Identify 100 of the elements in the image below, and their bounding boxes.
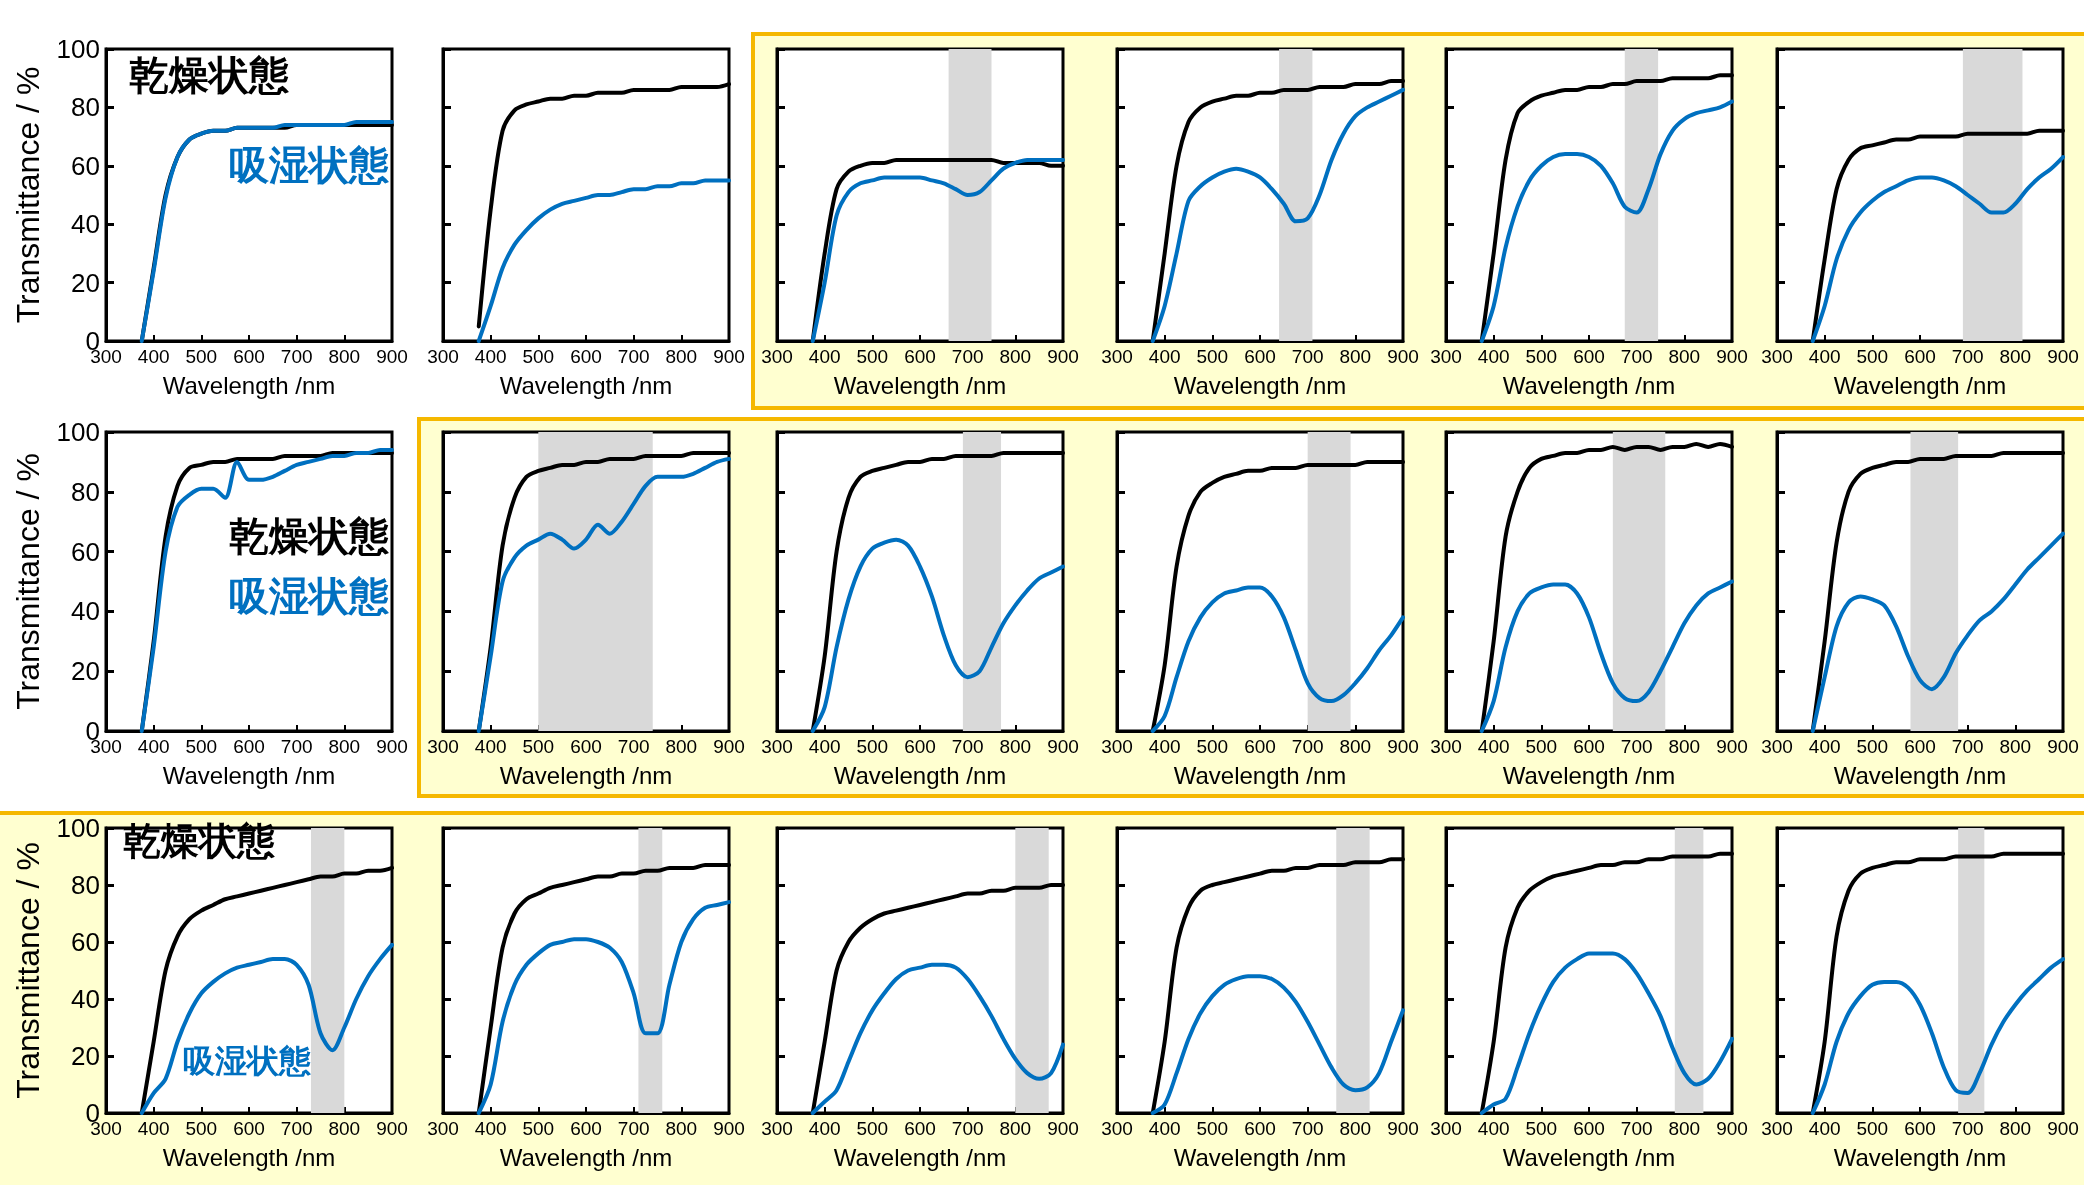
x-tick-label: 800 bbox=[1668, 1118, 1701, 1139]
x-tick-label: 500 bbox=[1525, 346, 1558, 367]
x-tick-label: 900 bbox=[1047, 346, 1079, 367]
x-tick-label: 500 bbox=[856, 1118, 889, 1139]
x-tick-label: 900 bbox=[1716, 346, 1748, 367]
x-tick-label: 700 bbox=[617, 736, 650, 757]
x-tick-label: 300 bbox=[761, 736, 793, 757]
x-tick-label: 400 bbox=[1808, 346, 1841, 367]
y-tick-label: 20 bbox=[71, 656, 100, 687]
y-tick-label: 100 bbox=[56, 34, 100, 64]
x-tick-label: 900 bbox=[2047, 346, 2079, 367]
x-tick-label: 900 bbox=[1047, 736, 1079, 757]
x-tick-label: 600 bbox=[1244, 1118, 1276, 1139]
x-axis-title: Wavelength /nm bbox=[1502, 371, 1676, 399]
x-tick-label: 600 bbox=[570, 1118, 602, 1139]
x-tick-label: 600 bbox=[1904, 346, 1936, 367]
x-tick-label: 400 bbox=[137, 736, 170, 757]
x-tick-label: 300 bbox=[1101, 1118, 1133, 1139]
y-axis-title: Transmittance / % bbox=[10, 453, 46, 710]
x-axis-title: Wavelength /nm bbox=[1502, 1143, 1676, 1171]
x-tick-label: 500 bbox=[1856, 346, 1889, 367]
x-axis-title: Wavelength /nm bbox=[1173, 371, 1347, 399]
x-tick-label: 300 bbox=[1761, 1118, 1793, 1139]
x-tick-label: 600 bbox=[904, 346, 936, 367]
x-tick-label: 700 bbox=[951, 736, 984, 757]
x-tick-label: 400 bbox=[1148, 736, 1181, 757]
x-tick-label: 500 bbox=[1856, 736, 1889, 757]
x-tick-label: 600 bbox=[1573, 736, 1605, 757]
x-tick-label: 800 bbox=[1339, 1118, 1372, 1139]
x-axis-title: Wavelength /nm bbox=[833, 371, 1007, 399]
x-tick-label: 300 bbox=[427, 736, 459, 757]
x-tick-label: 300 bbox=[427, 346, 459, 367]
x-tick-label: 400 bbox=[808, 1118, 841, 1139]
x-tick-label: 500 bbox=[1525, 1118, 1558, 1139]
x-tick-label: 300 bbox=[1430, 346, 1462, 367]
x-tick-label: 900 bbox=[713, 736, 745, 757]
x-tick-label: 900 bbox=[376, 1118, 408, 1139]
x-tick-label: 700 bbox=[1291, 346, 1324, 367]
x-tick-label: 900 bbox=[376, 736, 408, 757]
x-tick-label: 900 bbox=[1047, 1118, 1079, 1139]
x-tick-label: 700 bbox=[951, 1118, 984, 1139]
y-tick-label: 60 bbox=[71, 536, 100, 567]
x-tick-label: 700 bbox=[617, 346, 650, 367]
x-tick-label: 400 bbox=[137, 1118, 170, 1139]
x-tick-label: 500 bbox=[522, 1118, 555, 1139]
x-tick-label: 300 bbox=[761, 1118, 793, 1139]
series-label: 乾燥状態 bbox=[128, 51, 289, 98]
x-tick-label: 600 bbox=[1244, 736, 1276, 757]
x-tick-label: 800 bbox=[999, 346, 1032, 367]
x-axis-title: Wavelength /nm bbox=[499, 761, 673, 789]
x-tick-label: 700 bbox=[1291, 1118, 1324, 1139]
x-tick-label: 500 bbox=[1196, 1118, 1229, 1139]
x-tick-label: 400 bbox=[1477, 346, 1510, 367]
x-tick-label: 800 bbox=[1999, 736, 2032, 757]
x-tick-label: 500 bbox=[185, 736, 218, 757]
x-axis-title: Wavelength /nm bbox=[1502, 761, 1676, 789]
x-axis-title: Wavelength /nm bbox=[499, 1143, 673, 1171]
x-tick-label: 700 bbox=[1951, 736, 1984, 757]
x-tick-label: 500 bbox=[1856, 1118, 1889, 1139]
x-tick-label: 800 bbox=[999, 1118, 1032, 1139]
x-tick-label: 300 bbox=[427, 1118, 459, 1139]
x-tick-label: 500 bbox=[856, 736, 889, 757]
x-tick-label: 300 bbox=[1761, 346, 1793, 367]
x-axis-title: Wavelength /nm bbox=[162, 761, 336, 789]
x-tick-label: 700 bbox=[1620, 736, 1653, 757]
x-tick-label: 400 bbox=[1148, 346, 1181, 367]
x-tick-label: 800 bbox=[1668, 346, 1701, 367]
y-tick-label: 60 bbox=[71, 150, 100, 181]
x-tick-label: 300 bbox=[761, 346, 793, 367]
x-tick-label: 600 bbox=[1904, 1118, 1936, 1139]
x-axis-title: Wavelength /nm bbox=[833, 761, 1007, 789]
x-tick-label: 600 bbox=[233, 346, 265, 367]
x-tick-label: 600 bbox=[904, 1118, 936, 1139]
x-tick-label: 700 bbox=[280, 736, 313, 757]
x-tick-label: 500 bbox=[185, 346, 218, 367]
x-tick-label: 400 bbox=[1477, 1118, 1510, 1139]
x-tick-label: 700 bbox=[280, 1118, 313, 1139]
x-tick-label: 600 bbox=[1573, 346, 1605, 367]
x-tick-label: 900 bbox=[713, 1118, 745, 1139]
x-tick-label: 800 bbox=[665, 346, 698, 367]
y-tick-label: 40 bbox=[71, 209, 100, 240]
x-tick-label: 800 bbox=[1339, 736, 1372, 757]
x-tick-label: 300 bbox=[1430, 736, 1462, 757]
x-tick-label: 700 bbox=[951, 346, 984, 367]
x-tick-label: 800 bbox=[1999, 1118, 2032, 1139]
x-tick-label: 900 bbox=[1716, 736, 1748, 757]
x-tick-label: 800 bbox=[1999, 346, 2032, 367]
x-tick-label: 800 bbox=[328, 736, 361, 757]
x-tick-label: 500 bbox=[522, 736, 555, 757]
x-tick-label: 400 bbox=[474, 736, 507, 757]
y-tick-label: 20 bbox=[71, 267, 100, 298]
series-label: 吸湿状態 bbox=[229, 142, 390, 189]
x-tick-label: 700 bbox=[617, 1118, 650, 1139]
y-tick-label: 80 bbox=[71, 92, 100, 123]
y-tick-label: 20 bbox=[71, 1041, 100, 1071]
x-axis-title: Wavelength /nm bbox=[162, 1143, 336, 1171]
x-tick-label: 800 bbox=[328, 346, 361, 367]
x-tick-label: 600 bbox=[1244, 346, 1276, 367]
y-axis-title: Transmittance / % bbox=[10, 842, 46, 1099]
x-tick-label: 900 bbox=[1387, 1118, 1419, 1139]
